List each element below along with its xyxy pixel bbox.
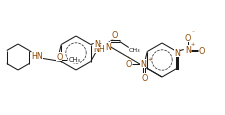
Text: O: O	[198, 47, 204, 56]
Text: N: N	[140, 59, 146, 68]
Text: N: N	[104, 43, 110, 52]
Text: ⁻: ⁻	[110, 39, 113, 44]
Text: O: O	[56, 53, 62, 61]
Text: N: N	[173, 49, 179, 58]
Text: O: O	[124, 59, 131, 68]
Text: N: N	[93, 40, 99, 49]
Text: +: +	[190, 42, 194, 47]
Text: NH: NH	[92, 45, 104, 54]
Text: ⁻: ⁻	[125, 56, 128, 61]
Text: HN: HN	[31, 52, 43, 61]
Text: +: +	[147, 57, 151, 62]
Text: O: O	[111, 31, 117, 40]
Text: ⁻: ⁻	[191, 31, 194, 36]
Text: O: O	[184, 34, 190, 43]
Text: CH₃: CH₃	[128, 48, 140, 53]
Text: CH₃: CH₃	[68, 57, 80, 63]
Text: O: O	[140, 73, 147, 82]
Text: N: N	[184, 46, 190, 55]
